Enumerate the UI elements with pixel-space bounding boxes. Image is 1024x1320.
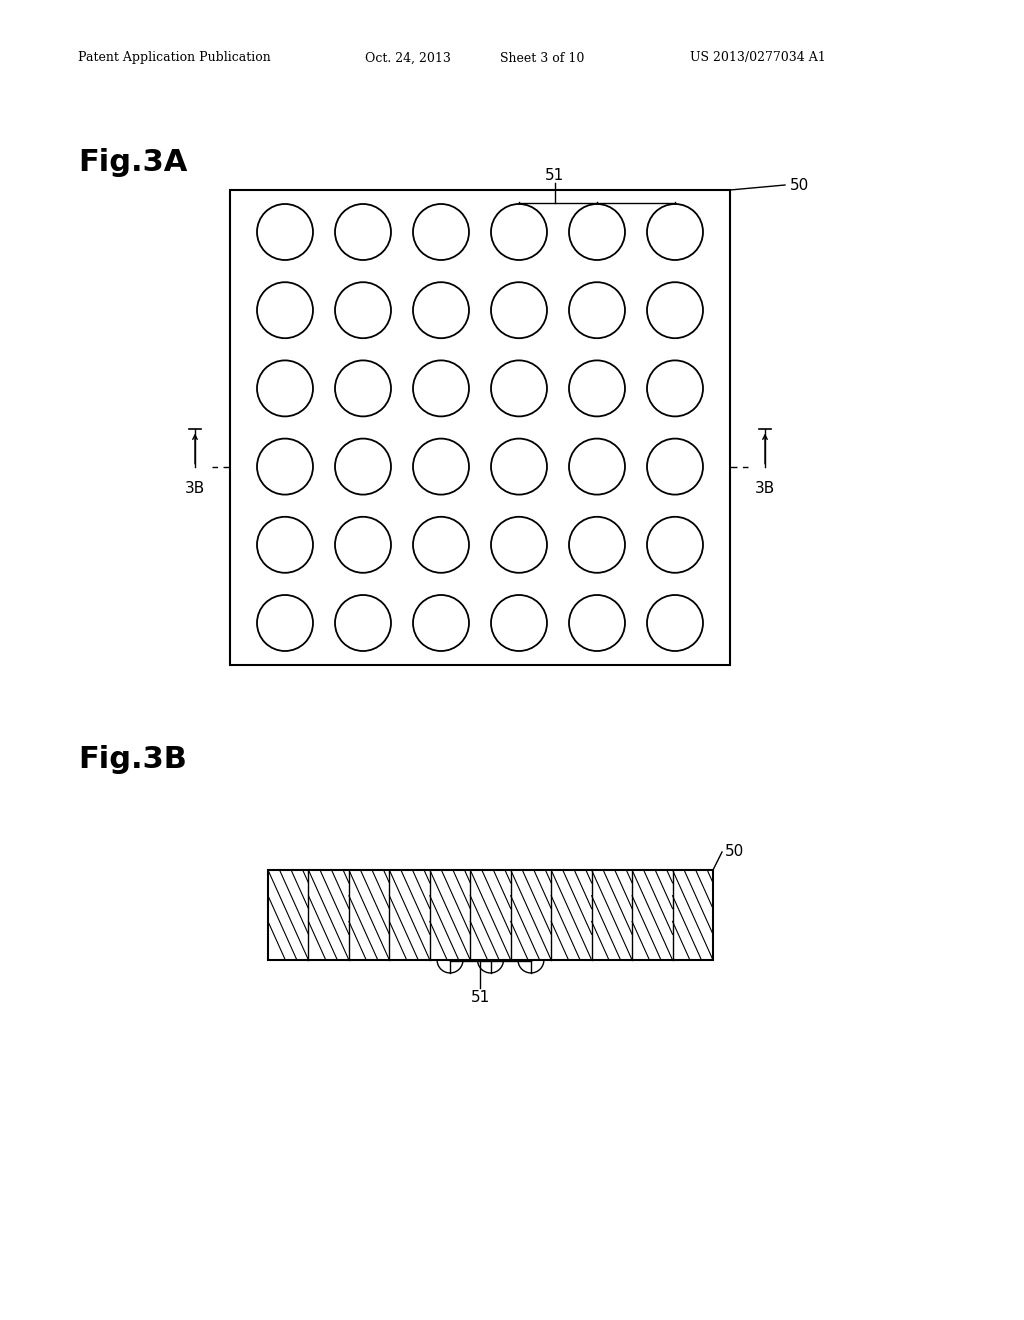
Text: 3B: 3B (185, 480, 205, 496)
Text: 3B: 3B (755, 480, 775, 496)
Text: 51: 51 (546, 168, 564, 182)
Text: Fig.3B: Fig.3B (78, 744, 186, 774)
Text: Oct. 24, 2013: Oct. 24, 2013 (365, 51, 451, 65)
Bar (268, 870, 713, 960)
Text: Fig.3A: Fig.3A (78, 148, 187, 177)
Text: 50: 50 (725, 845, 744, 859)
Text: Patent Application Publication: Patent Application Publication (78, 51, 270, 65)
Text: Sheet 3 of 10: Sheet 3 of 10 (500, 51, 585, 65)
Bar (230, 190, 730, 665)
Text: 51: 51 (470, 990, 489, 1006)
Text: 50: 50 (790, 177, 809, 193)
Text: US 2013/0277034 A1: US 2013/0277034 A1 (690, 51, 825, 65)
